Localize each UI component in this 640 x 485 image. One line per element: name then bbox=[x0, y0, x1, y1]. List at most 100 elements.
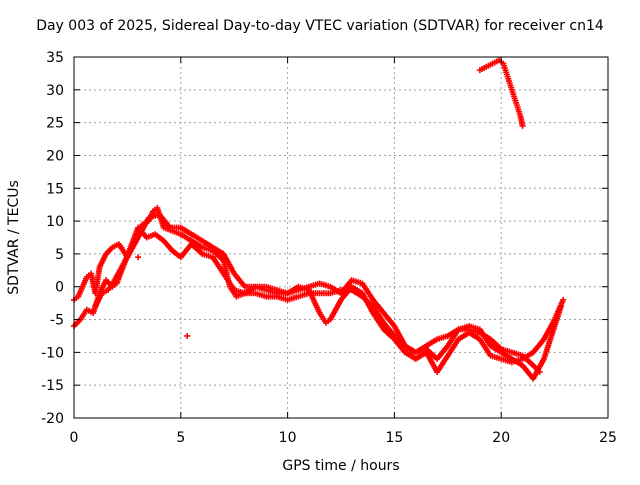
data-point-interp bbox=[197, 236, 204, 243]
data-point-interp bbox=[550, 325, 557, 332]
data-point-interp bbox=[443, 354, 450, 361]
data-point-interp bbox=[474, 325, 481, 332]
data-point-interp bbox=[390, 321, 397, 328]
data-point-interp bbox=[368, 295, 375, 302]
series-track-e bbox=[135, 254, 191, 339]
x-tick-label: 15 bbox=[385, 430, 403, 446]
y-tick-label: 0 bbox=[55, 280, 64, 296]
data-point-interp bbox=[347, 278, 354, 285]
data-point bbox=[184, 332, 191, 339]
x-tick-label: 5 bbox=[176, 430, 185, 446]
data-point-interp bbox=[175, 230, 182, 237]
chart-title: Day 003 of 2025, Sidereal Day-to-day VTE… bbox=[36, 18, 604, 34]
data-point-interp bbox=[454, 328, 461, 335]
y-tick-label: 25 bbox=[46, 116, 64, 132]
data-point-interp bbox=[107, 245, 114, 252]
data-point-interp bbox=[528, 350, 535, 357]
data-point-interp bbox=[103, 288, 110, 295]
y-tick-label: 5 bbox=[55, 247, 64, 263]
data-point-interp bbox=[369, 308, 376, 315]
data-point-interp bbox=[78, 285, 85, 292]
y-tick-label: -10 bbox=[41, 345, 64, 361]
data-point-interp bbox=[516, 110, 523, 117]
x-axis-label: GPS time / hours bbox=[282, 458, 399, 474]
data-point-interp bbox=[240, 282, 247, 289]
data-point-interp bbox=[82, 275, 89, 282]
data-point-interp bbox=[186, 236, 193, 243]
data-point-interp bbox=[97, 292, 104, 299]
data-point-interp bbox=[486, 340, 493, 347]
tick-labels-layer: 0 5 10 15 20 25 -20 -15 -10 -5 0 5 10 15 20 25 30 35 bbox=[41, 50, 617, 446]
data-point-interp bbox=[481, 64, 488, 71]
plot-area-border bbox=[73, 56, 609, 419]
y-tick-label: -5 bbox=[50, 313, 64, 329]
data-point-interp bbox=[557, 305, 564, 312]
data-point-interp bbox=[197, 249, 204, 256]
data-point-interp bbox=[496, 355, 503, 362]
data-points-layer bbox=[71, 57, 567, 382]
data-point-interp bbox=[379, 308, 386, 315]
x-tick-label: 0 bbox=[70, 430, 79, 446]
data-point-interp bbox=[232, 291, 239, 298]
data-point-interp bbox=[197, 243, 204, 250]
data-point-interp bbox=[519, 120, 526, 127]
data-point-interp bbox=[486, 350, 493, 357]
data-point-interp bbox=[508, 84, 515, 91]
data-point-interp bbox=[303, 286, 310, 293]
data-point-interp bbox=[230, 268, 237, 275]
data-point-interp bbox=[208, 243, 215, 250]
data-point-interp bbox=[442, 333, 449, 340]
data-point-interp bbox=[82, 308, 89, 315]
y-tick-label: 10 bbox=[46, 214, 64, 230]
data-point-interp bbox=[102, 252, 109, 259]
data-point-interp bbox=[325, 283, 332, 290]
data-point-interp bbox=[389, 334, 396, 341]
data-point-interp bbox=[271, 286, 278, 293]
data-point-interp bbox=[379, 324, 386, 331]
x-tick-label: 10 bbox=[279, 430, 297, 446]
y-tick-label: 30 bbox=[46, 83, 64, 99]
data-point-interp bbox=[503, 71, 510, 78]
data-point-interp bbox=[443, 344, 450, 351]
data-point-interp bbox=[110, 279, 117, 286]
data-point-interp bbox=[230, 285, 237, 292]
data-point-interp bbox=[487, 61, 494, 68]
data-point bbox=[135, 254, 142, 261]
data-point-interp bbox=[512, 97, 519, 104]
axis-ticks-layer bbox=[73, 56, 609, 419]
data-point-interp bbox=[517, 361, 524, 368]
series-track-d bbox=[476, 57, 526, 129]
data-point-interp bbox=[134, 236, 141, 243]
data-point-interp bbox=[506, 348, 513, 355]
data-point-interp bbox=[159, 236, 166, 243]
data-point-interp bbox=[154, 212, 161, 219]
series-track-c bbox=[92, 211, 565, 382]
data-point-interp bbox=[186, 230, 193, 237]
y-tick-label: 20 bbox=[46, 148, 64, 164]
data-point-interp bbox=[293, 294, 300, 301]
data-point-interp bbox=[167, 245, 174, 252]
data-point-interp bbox=[219, 268, 226, 275]
x-tick-label: 25 bbox=[599, 430, 617, 446]
x-tick-label: 20 bbox=[492, 430, 510, 446]
data-point-interp bbox=[357, 279, 364, 286]
data-point-interp bbox=[315, 308, 322, 315]
data-point-interp bbox=[559, 298, 566, 305]
data-point-interp bbox=[144, 216, 151, 223]
y-tick-label: -15 bbox=[41, 378, 64, 394]
y-tick-label: 15 bbox=[46, 181, 64, 197]
y-axis-label: SDTVAR / TECUs bbox=[6, 180, 22, 295]
data-point-interp bbox=[539, 337, 546, 344]
y-tick-label: 35 bbox=[46, 50, 64, 66]
data-point-interp bbox=[528, 361, 535, 368]
y-tick-label: -20 bbox=[41, 411, 64, 427]
data-point-interp bbox=[207, 253, 214, 260]
data-point-interp bbox=[496, 348, 503, 355]
data-point-interp bbox=[165, 223, 172, 230]
data-point-interp bbox=[507, 354, 514, 361]
data-point-interp bbox=[400, 347, 407, 354]
data-point-interp bbox=[432, 337, 439, 344]
data-point-interp bbox=[325, 318, 332, 325]
